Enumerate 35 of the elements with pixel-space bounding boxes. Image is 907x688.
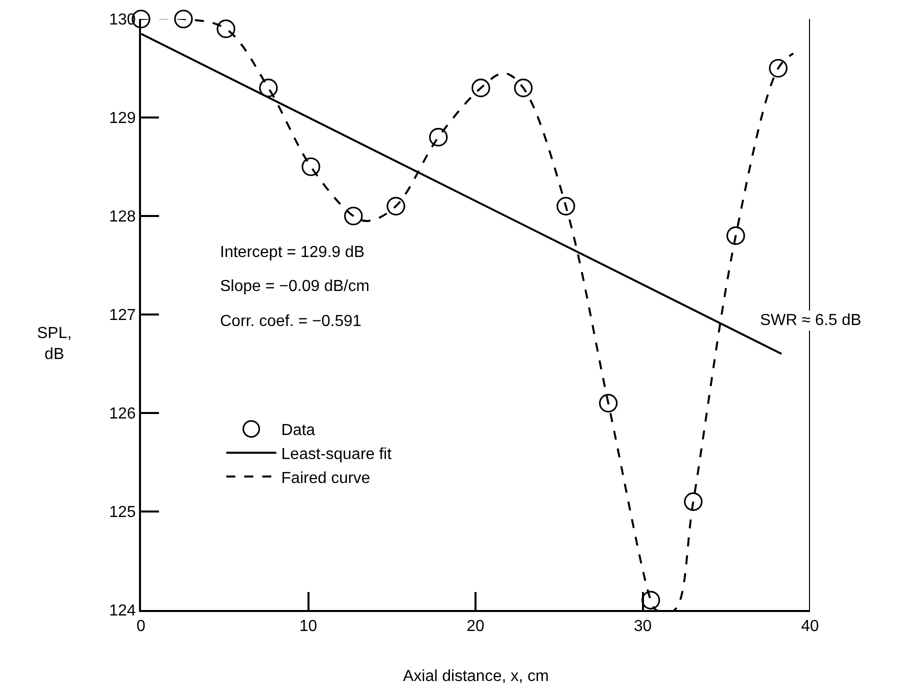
point <box>386 196 406 216</box>
point <box>514 78 533 98</box>
legend-label: Data <box>281 422 316 440</box>
point <box>684 492 703 511</box>
annotation: Corr. coef. = −0.591 <box>220 313 362 330</box>
point <box>472 78 490 98</box>
ref-line-label: SWR ≈ 6.5 dB <box>760 312 862 329</box>
point <box>641 590 660 610</box>
y-tick-label: 127 <box>109 307 136 324</box>
x-tick-label: 30 <box>634 618 652 636</box>
x-tick-label: 40 <box>801 618 819 636</box>
x-tick-label: 10 <box>299 618 318 636</box>
point <box>599 394 618 412</box>
legend-label: Faired curve <box>281 470 370 487</box>
x-axis-title: Axial distance, x, cm <box>403 668 549 685</box>
annotation: Slope = −0.09 dB/cm <box>220 278 370 295</box>
x-tick-label: 20 <box>466 618 484 636</box>
annotation: Intercept = 129.9 dB <box>220 244 365 261</box>
x-tick-label: 0 <box>136 618 146 636</box>
point <box>302 157 320 176</box>
point <box>174 10 193 28</box>
point <box>429 128 448 146</box>
y-tick-label: 124 <box>109 602 136 620</box>
point <box>768 58 788 78</box>
point <box>726 226 746 245</box>
point <box>344 206 363 226</box>
point <box>259 78 278 98</box>
legend-label: Least-square fit <box>281 446 392 463</box>
y-tick-label: 129 <box>109 110 136 128</box>
y-tick-label: 128 <box>109 208 136 226</box>
y-axis-title: SPL, dB <box>37 325 72 363</box>
point <box>556 196 576 216</box>
y-tick-label: 126 <box>109 406 136 423</box>
point <box>216 20 236 38</box>
y-tick-label: 125 <box>109 504 136 522</box>
